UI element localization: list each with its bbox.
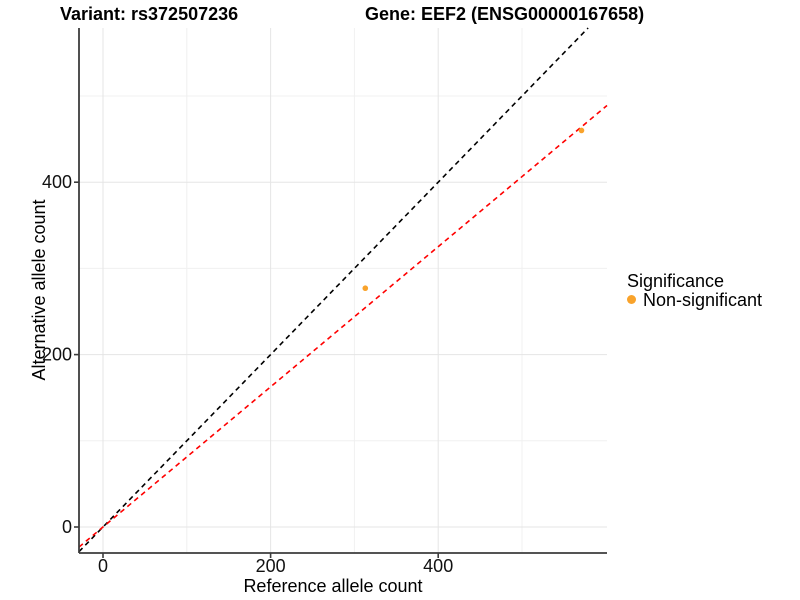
reference-lines [78,27,608,553]
plot-title-variant: Variant: rs372507236 [60,4,238,24]
x-tick-label: 200 [256,556,286,576]
x-axis-label: Reference allele count [243,576,422,596]
plot-title-gene: Gene: EEF2 (ENSG00000167658) [365,4,644,24]
major-gridlines [79,28,607,553]
data-points [362,127,585,292]
x-tick-label: 400 [423,556,453,576]
tick-labels: 0 200 400 0 200 400 [42,172,453,576]
legend-title: Significance [627,271,724,291]
scatter-point [362,285,369,292]
legend-key-point-icon [627,295,636,304]
minor-gridlines [79,28,607,553]
x-tick-label: 0 [98,556,108,576]
fit-line [78,104,608,548]
y-tick-label: 400 [42,172,72,192]
y-tick-label: 0 [62,517,72,537]
y-axis-label: Alternative allele count [29,199,49,380]
legend-item-label: Non-significant [643,290,762,310]
identity-line [78,27,589,553]
legend: Significance Non-significant [627,271,762,310]
axis-lines-and-ticks [74,28,607,558]
scatter-point [578,127,585,134]
y-tick-label: 200 [42,345,72,365]
